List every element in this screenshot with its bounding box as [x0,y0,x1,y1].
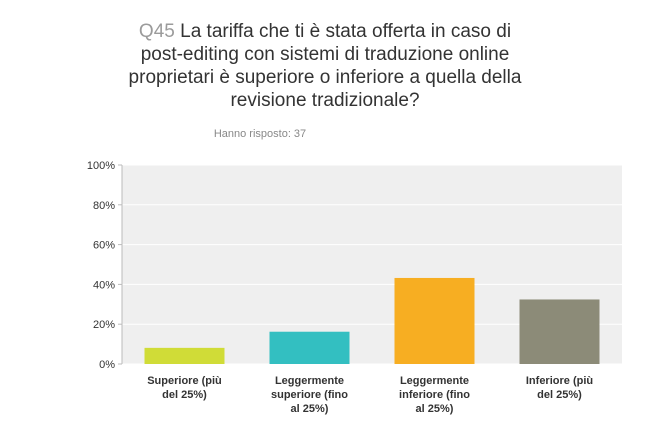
y-tick-label: 60% [93,240,115,252]
x-category-label: del 25%) [537,389,582,401]
bar [394,277,475,364]
y-tick-label: 0% [99,359,115,371]
question-number: Q45 [138,21,175,42]
x-category-label: Superiore (più [147,375,222,387]
x-category-label: inferiore (fino [399,389,470,401]
y-tick-label: 40% [93,279,115,291]
bar [144,347,225,364]
x-category-label: Leggermente [400,375,469,387]
bar [269,331,350,364]
y-tick-label: 80% [93,200,115,212]
x-category-label: del 25%) [162,389,207,401]
x-category-label: Leggermente [275,375,344,387]
x-category-label: al 25%) [416,403,454,415]
x-category-label: superiore (fino [271,389,348,401]
bar [519,299,600,364]
y-tick-label: 100% [87,160,115,172]
y-tick-label: 20% [93,319,115,331]
question-text: La tariffa che ti è stata offerta in cas… [128,21,522,111]
x-category-label: Inferiore (più [526,375,593,387]
x-category-label: al 25%) [291,403,329,415]
chart-title: Q45 La tariffa che ti è stata offerta in… [120,20,530,112]
respondents-count: Hanno risposto: 37 [213,128,307,140]
